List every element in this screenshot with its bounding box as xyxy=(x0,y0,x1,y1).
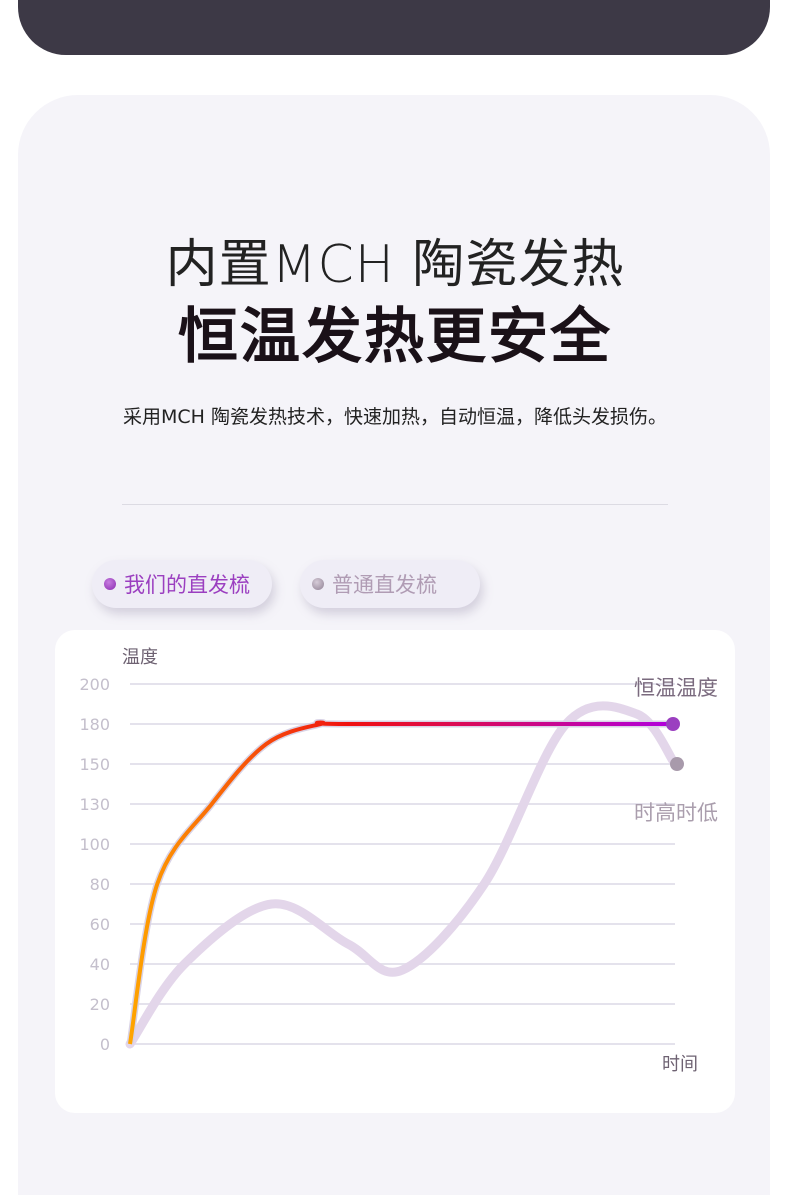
title-line1: 内置MCH 陶瓷发热 xyxy=(165,235,625,295)
y-tick-label: 150 xyxy=(79,755,110,774)
legend-normal[interactable]: 普通直发梳 xyxy=(300,560,480,608)
top-banner xyxy=(18,0,770,55)
subtitle: 采用MCH 陶瓷发热技术，快速加热，自动恒温，降低头发损伤。 xyxy=(123,406,667,428)
legend-label: 普通直发梳 xyxy=(332,573,437,597)
series-ours-line xyxy=(128,720,675,1045)
divider xyxy=(122,504,668,505)
legend-ours[interactable]: 我们的直发梳 xyxy=(92,560,272,608)
y-axis-label: 温度 xyxy=(122,647,158,668)
y-tick-label: 80 xyxy=(90,875,110,894)
y-tick-label: 180 xyxy=(79,715,110,734)
x-axis-label: 时间 xyxy=(662,1054,698,1075)
y-tick-label: 100 xyxy=(79,835,110,854)
y-tick-label: 60 xyxy=(90,915,110,934)
series-ours-end-point xyxy=(666,717,680,731)
y-tick-label: 130 xyxy=(79,795,110,814)
y-tick-label: 0 xyxy=(100,1035,110,1054)
legend-dot-icon xyxy=(104,578,116,590)
annotation-constant-temp: 恒温温度 xyxy=(634,676,718,700)
series-normal-end-point xyxy=(670,757,684,771)
series-normal-line xyxy=(125,701,680,1049)
y-tick-label: 200 xyxy=(79,675,110,694)
annotation-fluctuating: 时高时低 xyxy=(634,801,718,825)
legend-dot-icon xyxy=(312,578,324,590)
y-tick-label: 40 xyxy=(90,955,110,974)
y-tick-label: 20 xyxy=(90,995,110,1014)
legend-label: 我们的直发梳 xyxy=(124,573,250,597)
title-line2: 恒温发热更安全 xyxy=(178,302,612,372)
